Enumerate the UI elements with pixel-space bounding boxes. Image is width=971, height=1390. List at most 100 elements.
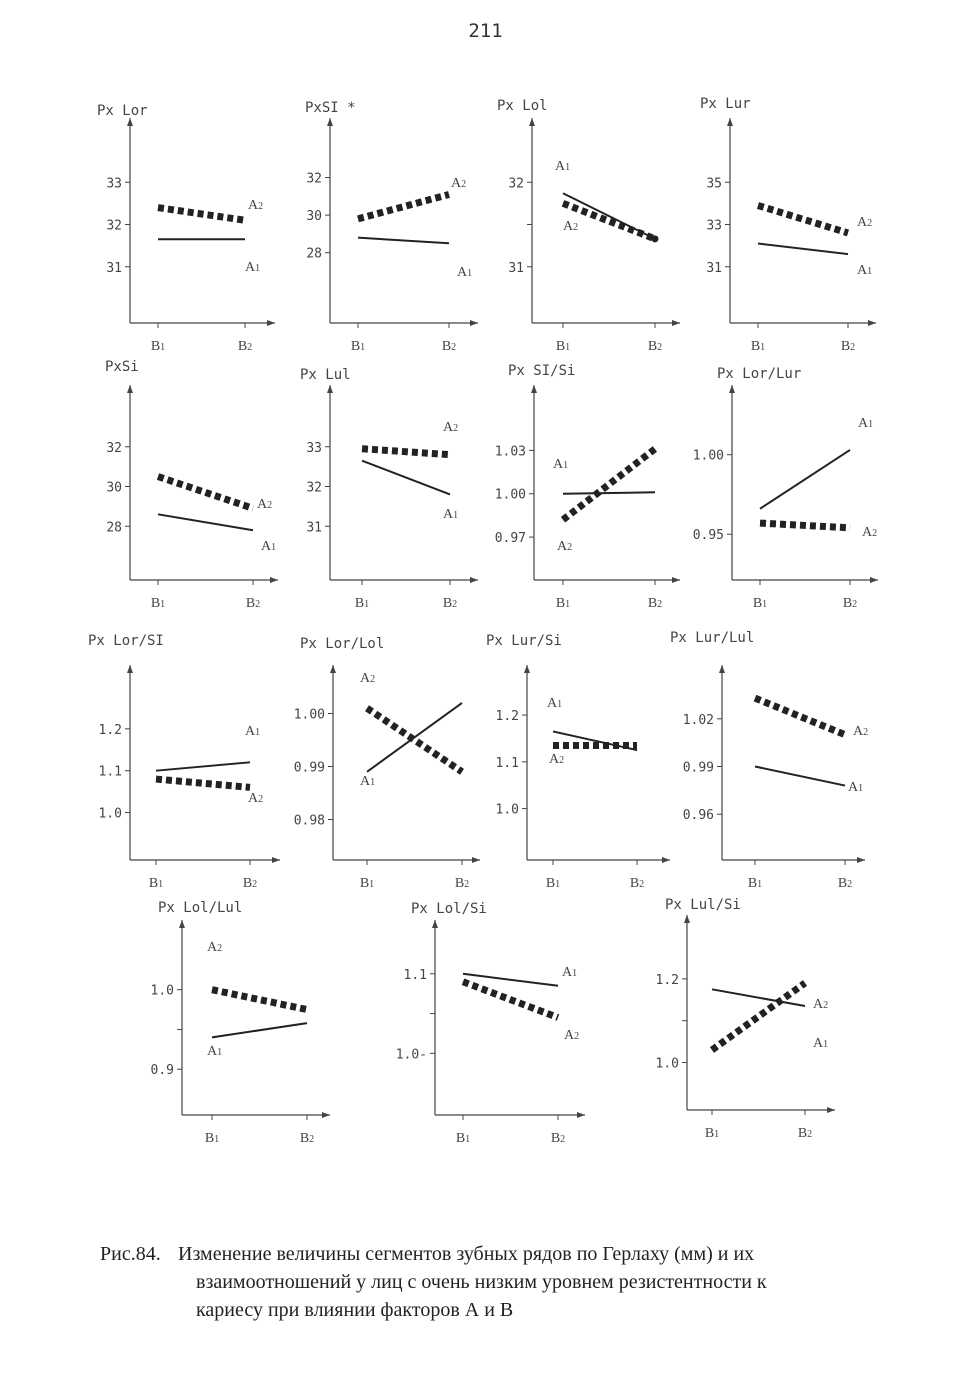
chart-5-y-tick-label: 28: [106, 520, 122, 535]
chart-7-x-tick-label: B1: [556, 596, 570, 611]
chart-1-x-tick-label: B2: [238, 339, 252, 354]
chart-8-title: Px Lor/Lur: [717, 366, 801, 382]
chart-10-y-arrow: [330, 665, 336, 673]
chart-9-x-tick-label: B1: [149, 876, 163, 891]
chart-6-series-a2-line: [361, 445, 451, 459]
chart-6-x-arrow: [470, 577, 478, 583]
chart-9-y-tick-label: 1.0: [99, 807, 122, 822]
chart-2-x-tick-label: B1: [351, 339, 365, 354]
chart-12-series-a1-label: A1: [848, 780, 863, 795]
chart-9-series-a2-label: A2: [248, 791, 263, 806]
chart-1-y-tick-label: 32: [106, 219, 122, 234]
chart-5-y-tick-label: 30: [106, 481, 122, 496]
chart-14-series-a1-label: A1: [562, 965, 577, 980]
chart-5-x-tick-label: B1: [151, 596, 165, 611]
chart-7-y-tick-label: 1.03: [495, 444, 526, 459]
chart-4-x-arrow: [868, 320, 876, 326]
chart-11-x-tick-label: B1: [546, 876, 560, 891]
chart-6-series-a1-label: A1: [443, 507, 458, 522]
chart-10-series-a1-label: A1: [360, 774, 375, 789]
chart-13-series-a2-label: A2: [207, 940, 222, 955]
chart-2-y-tick-label: 30: [306, 209, 322, 224]
chart-5-y-tick-label: 32: [106, 441, 122, 456]
chart-5-series-a1-line: [157, 513, 254, 532]
chart-5-series-a2-line: [156, 473, 255, 512]
chart-9-y-tick-label: 1.2: [99, 723, 122, 738]
chart-8-series-a1-label: A1: [858, 416, 873, 431]
chart-6-x-tick-label: B1: [355, 596, 369, 611]
chart-6-x-tick-label: B2: [443, 596, 457, 611]
chart-10-title: Px Lor/Lol: [300, 636, 384, 652]
chart-2-series-a1-line: [357, 236, 450, 245]
chart-6-y-arrow: [327, 385, 333, 393]
chart-13-series-a1-label: A1: [207, 1044, 222, 1059]
chart-8-series-a2-line: [759, 519, 851, 532]
chart-13-x-tick-label: B1: [205, 1131, 219, 1146]
chart-8-x-tick-label: B2: [843, 596, 857, 611]
chart-7-title: Px SI/Si: [508, 363, 575, 379]
chart-2-title: PxSI *: [305, 100, 356, 116]
chart-11-y-tick-label: 1.0: [496, 803, 519, 818]
chart-8-x-arrow: [870, 577, 878, 583]
chart-5-x-tick-label: B2: [246, 596, 260, 611]
chart-9-title: Px Lor/SI: [88, 633, 164, 649]
chart-14-x-tick-label: B2: [551, 1131, 565, 1146]
chart-1-y-arrow: [127, 118, 133, 126]
chart-3-x-arrow: [672, 320, 680, 326]
chart-1-series-a1-label: A1: [245, 260, 260, 275]
figure-caption: Рис.84. Изменение величины сегментов зуб…: [100, 1240, 920, 1324]
chart-12-y-tick-label: 0.96: [683, 808, 714, 823]
chart-3-end-point-marker: [651, 235, 659, 243]
chart-8-x-tick-label: B1: [753, 596, 767, 611]
chart-15-y-tick-label: 1.0: [656, 1057, 679, 1072]
chart-4-series-a1-line: [757, 242, 849, 256]
chart-6-series-a1-line: [361, 459, 451, 496]
chart-11-title: Px Lur/Si: [486, 633, 562, 649]
chart-1-title: Px Lor: [97, 103, 148, 119]
chart-15-series-a2-label: A2: [813, 997, 828, 1012]
chart-11-series-a2-label: A2: [549, 752, 564, 767]
chart-15-title: Px Lul/Si: [665, 897, 741, 913]
chart-2-x-arrow: [470, 320, 478, 326]
chart-14-series-a2-line: [461, 978, 560, 1021]
caption-line-2: взаимоотношений у лиц с очень низким уро…: [196, 1271, 767, 1293]
chart-9-x-tick-label: B2: [243, 876, 257, 891]
chart-12-title: Px Lur/Lul: [670, 630, 754, 646]
chart-10-x-tick-label: B1: [360, 876, 374, 891]
chart-13-x-tick-label: B2: [300, 1131, 314, 1146]
chart-5-x-arrow: [270, 577, 278, 583]
chart-5-y-arrow: [127, 385, 133, 393]
chart-6-y-tick-label: 32: [306, 481, 322, 496]
chart-4-y-tick-label: 31: [706, 261, 722, 276]
chart-9-series-a1-label: A1: [245, 724, 260, 739]
chart-2-x-tick-label: B2: [442, 339, 456, 354]
chart-5-series-a2-label: A2: [257, 497, 272, 512]
chart-7-x-arrow: [672, 577, 680, 583]
chart-1-series-a2-label: A2: [248, 198, 263, 213]
chart-3-y-tick-label: 31: [508, 261, 524, 276]
chart-15-y-arrow: [684, 915, 690, 923]
chart-2-y-arrow: [327, 118, 333, 126]
chart-15-series-a1-line: [711, 988, 806, 1008]
chart-14-series-a2-label: A2: [564, 1028, 579, 1043]
chart-1-x-tick-label: B1: [151, 339, 165, 354]
chart-15-series-a1-label: A1: [813, 1036, 828, 1051]
chart-13-series-a2-line: [211, 986, 308, 1014]
chart-10-series-a2-label: A2: [360, 671, 375, 686]
chart-14-title: Px Lol/Si: [411, 901, 487, 917]
chart-11-x-tick-label: B2: [630, 876, 644, 891]
chart-14-series-a1-line: [462, 972, 559, 987]
chart-3-y-arrow: [529, 118, 535, 126]
chart-7-y-arrow: [531, 385, 537, 393]
chart-14-x-tick-label: B1: [456, 1131, 470, 1146]
chart-7-y-tick-label: 1.00: [495, 488, 526, 503]
chart-12-series-a2-label: A2: [853, 724, 868, 739]
chart-7-x-tick-label: B2: [648, 596, 662, 611]
chart-10-x-tick-label: B2: [455, 876, 469, 891]
chart-15-x-tick-label: B2: [798, 1126, 812, 1141]
chart-14-y-arrow: [432, 920, 438, 928]
chart-7-series-a1-label: A1: [553, 457, 568, 472]
chart-1-y-tick-label: 31: [106, 261, 122, 276]
chart-8-series-a1-line: [759, 449, 851, 510]
chart-10-series-a2-line: [365, 705, 464, 775]
